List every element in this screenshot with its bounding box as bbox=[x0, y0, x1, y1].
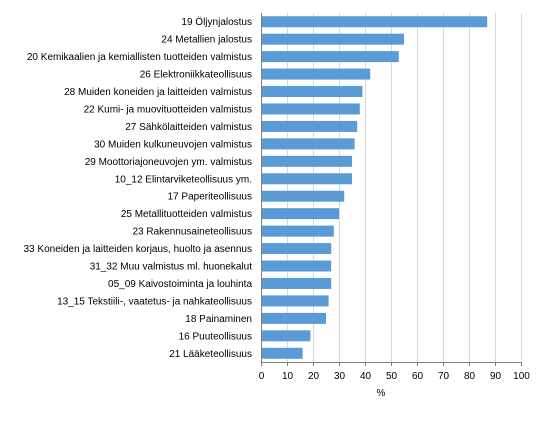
bar bbox=[262, 138, 355, 150]
bar bbox=[262, 120, 358, 132]
x-tick-label: 100 bbox=[513, 371, 530, 382]
category-label: 19 Öljynjalostus bbox=[181, 16, 252, 28]
category-label: 17 Paperiteollisuus bbox=[168, 192, 253, 203]
category-label: 18 Painaminen bbox=[185, 314, 252, 325]
x-tick-label: 10 bbox=[282, 371, 294, 382]
category-label: 26 Elektroniikkateollisuus bbox=[140, 70, 252, 81]
x-axis: 0 10 20 30 40 50 60 70 80 90 100 bbox=[259, 13, 530, 382]
bar bbox=[262, 33, 404, 45]
bar bbox=[262, 103, 360, 115]
bar bbox=[262, 173, 352, 185]
category-label: 22 Kumi- ja muovituotteiden valmistus bbox=[84, 104, 252, 115]
category-label: 33 Koneiden ja laitteiden korjaus, huolt… bbox=[24, 244, 253, 255]
x-axis-label: % bbox=[377, 388, 386, 399]
category-label: 20 Kemikaalien ja kemiallisten tuotteide… bbox=[27, 52, 252, 63]
x-tick-label: 20 bbox=[308, 371, 320, 382]
bar bbox=[262, 330, 311, 342]
x-tick-label: 90 bbox=[490, 371, 502, 382]
bar bbox=[262, 312, 326, 324]
category-label: 30 Muiden kulkuneuvojen valmistus bbox=[94, 139, 252, 150]
x-tick-label: 60 bbox=[412, 371, 424, 382]
bar bbox=[262, 155, 352, 167]
category-label: 23 Rakennusaineteollisuus bbox=[132, 227, 252, 238]
category-label: 31_32 Muu valmistus ml. huonekalut bbox=[90, 262, 253, 273]
category-label: 24 Metallien jalostus bbox=[161, 35, 252, 46]
bar bbox=[262, 51, 399, 63]
category-labels: 19 Öljynjalostus 24 Metallien jalostus 20 … bbox=[24, 16, 253, 360]
category-label: 27 Sähkölaitteiden valmistus bbox=[125, 122, 252, 133]
x-tick-label: 30 bbox=[334, 371, 346, 382]
bar bbox=[262, 190, 345, 202]
bar bbox=[262, 208, 339, 220]
bar bbox=[262, 243, 332, 255]
category-label: 10_12 Elintarviketeollisuus ym. bbox=[115, 174, 252, 185]
category-label: 13_15 Tekstiili-, vaatetus- ja nahkateol… bbox=[57, 296, 252, 307]
x-tick-label: 50 bbox=[386, 371, 398, 382]
bar bbox=[262, 16, 488, 28]
bar bbox=[262, 347, 303, 359]
gridlines bbox=[287, 13, 522, 362]
category-label: 28 Muiden koneiden ja laitteiden valmist… bbox=[64, 87, 252, 98]
bar bbox=[262, 225, 334, 237]
x-tick-label: 40 bbox=[360, 371, 372, 382]
bar bbox=[262, 68, 371, 80]
bar bbox=[262, 277, 332, 289]
category-label: 25 Metallituotteiden valmistus bbox=[121, 209, 252, 220]
x-tick-label: 70 bbox=[438, 371, 450, 382]
category-label: 16 Puuteollisuus bbox=[179, 331, 252, 342]
x-tick-label: 80 bbox=[464, 371, 476, 382]
bar bbox=[262, 295, 329, 307]
category-label: 05_09 Kaivostoiminta ja louhinta bbox=[108, 279, 252, 290]
bar bbox=[262, 86, 363, 98]
bar bbox=[262, 260, 332, 272]
category-label: 29 Moottoriajoneuvojen ym. valmistus bbox=[85, 157, 252, 168]
category-label: 21 Lääketeollisuus bbox=[169, 349, 252, 360]
x-tick-label: 0 bbox=[259, 371, 265, 382]
bars bbox=[262, 16, 488, 359]
